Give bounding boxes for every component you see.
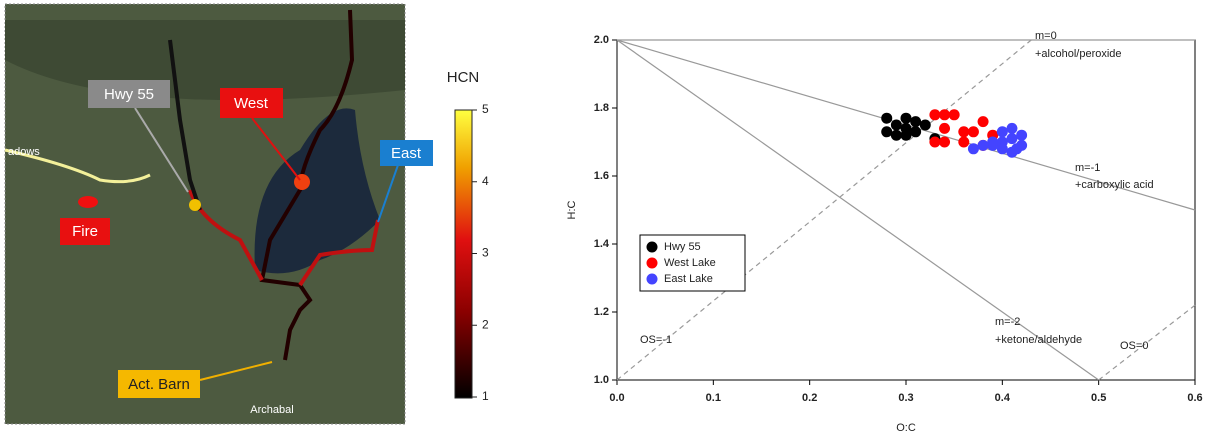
map-label: Fire [72, 223, 98, 240]
point [1016, 130, 1027, 141]
colorbar-panel [446, 100, 500, 405]
reference-line [617, 40, 1099, 380]
x-tick-label: 0.4 [995, 392, 1011, 404]
map-label: West [234, 95, 269, 112]
x-tick-label: 0.2 [802, 392, 817, 404]
y-tick-label: 1.2 [594, 306, 609, 318]
annotation: OS=-1 [640, 334, 672, 346]
point [920, 120, 931, 131]
figure: Hwy 55 West East Fire Act. Barn adows Ar… [0, 0, 1212, 439]
point [949, 109, 960, 120]
point [1006, 133, 1017, 144]
y-tick-label: 1.4 [594, 238, 610, 250]
point [958, 137, 969, 148]
annotation: m=-2 [995, 316, 1020, 328]
point [891, 120, 902, 131]
point [978, 140, 989, 151]
point [939, 137, 950, 148]
point [929, 109, 940, 120]
point [901, 113, 912, 124]
colorbar-tick-label: 2 [482, 317, 489, 331]
annotation: m=-1 [1075, 162, 1100, 174]
chart: 0.0 0.1 0.2 0.3 0.4 0.5 0.6 1.0 1.2 1.4 1.6 1.8 2.0 O… [566, 30, 1203, 434]
legend-label: West Lake [664, 257, 716, 269]
colorbar-tick-label: 5 [482, 102, 489, 116]
point [958, 126, 969, 137]
x-tick-label: 0.5 [1091, 392, 1106, 404]
colorbar [455, 110, 472, 398]
point [910, 126, 921, 137]
colorbar-tick-label: 3 [482, 246, 489, 260]
point [1006, 123, 1017, 134]
colorbar-title: HCN [447, 69, 480, 86]
legend-marker [647, 274, 658, 285]
y-tick-label: 2.0 [594, 34, 609, 46]
point [910, 116, 921, 127]
x-tick-label: 0.0 [609, 392, 624, 404]
annotation: m=0 [1035, 30, 1057, 42]
point [881, 126, 892, 137]
point [891, 130, 902, 141]
annotation: +ketone/aldehyde [995, 334, 1082, 346]
point [987, 137, 998, 148]
y-tick-label: 1.6 [594, 170, 609, 182]
x-axis-label: O:C [896, 422, 916, 434]
point [939, 109, 950, 120]
x-tick-label: 0.6 [1187, 392, 1202, 404]
point [929, 137, 940, 148]
legend-marker [647, 258, 658, 269]
map-label: East [391, 145, 422, 162]
reference-line [617, 40, 1031, 380]
map-label: Hwy 55 [104, 86, 154, 103]
hotspot [189, 199, 201, 211]
point [997, 126, 1008, 137]
annotation: +carboxylic acid [1075, 179, 1154, 191]
place-name: Archabal [250, 404, 293, 416]
legend-marker [647, 242, 658, 253]
place-name: adows [8, 146, 40, 158]
point [939, 123, 950, 134]
point [968, 126, 979, 137]
x-tick-label: 0.3 [898, 392, 913, 404]
x-tick-label: 0.1 [706, 392, 721, 404]
colorbar-tick-label: 1 [482, 389, 489, 403]
point [978, 116, 989, 127]
colorbar-tick-label: 4 [482, 174, 489, 188]
y-tick-label: 1.0 [594, 374, 609, 386]
map-panel: Hwy 55 West East Fire Act. Barn adows Ar… [5, 4, 500, 424]
annotation: +alcohol/peroxide [1035, 48, 1122, 60]
legend-label: East Lake [664, 273, 713, 285]
point [1011, 143, 1022, 154]
plot-frame [617, 40, 1195, 380]
legend-label: Hwy 55 [664, 241, 701, 253]
fire-mark [78, 196, 98, 208]
point [901, 130, 912, 141]
map-label: Act. Barn [128, 376, 190, 393]
point [968, 143, 979, 154]
y-axis-label: H:C [566, 200, 578, 219]
point [997, 143, 1008, 154]
point [881, 113, 892, 124]
y-tick-label: 1.8 [594, 102, 609, 114]
annotation: OS=0 [1120, 340, 1148, 352]
